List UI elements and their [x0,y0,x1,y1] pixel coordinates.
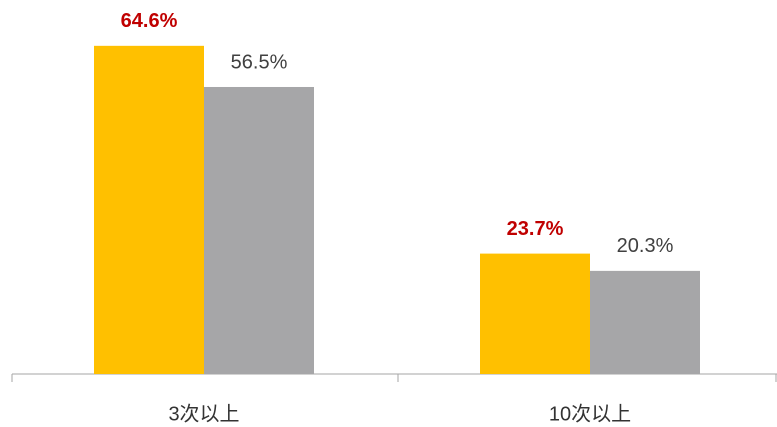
value-label: 20.3% [617,235,674,257]
value-label: 64.6% [121,10,178,32]
value-label: 23.7% [507,218,564,240]
x-tick-label: 10次以上 [549,402,631,425]
value-label: 56.5% [231,51,288,73]
bar [94,45,204,374]
bar [590,270,700,374]
bar [204,86,314,374]
bar [480,253,590,374]
x-tick-label: 3次以上 [168,402,239,425]
